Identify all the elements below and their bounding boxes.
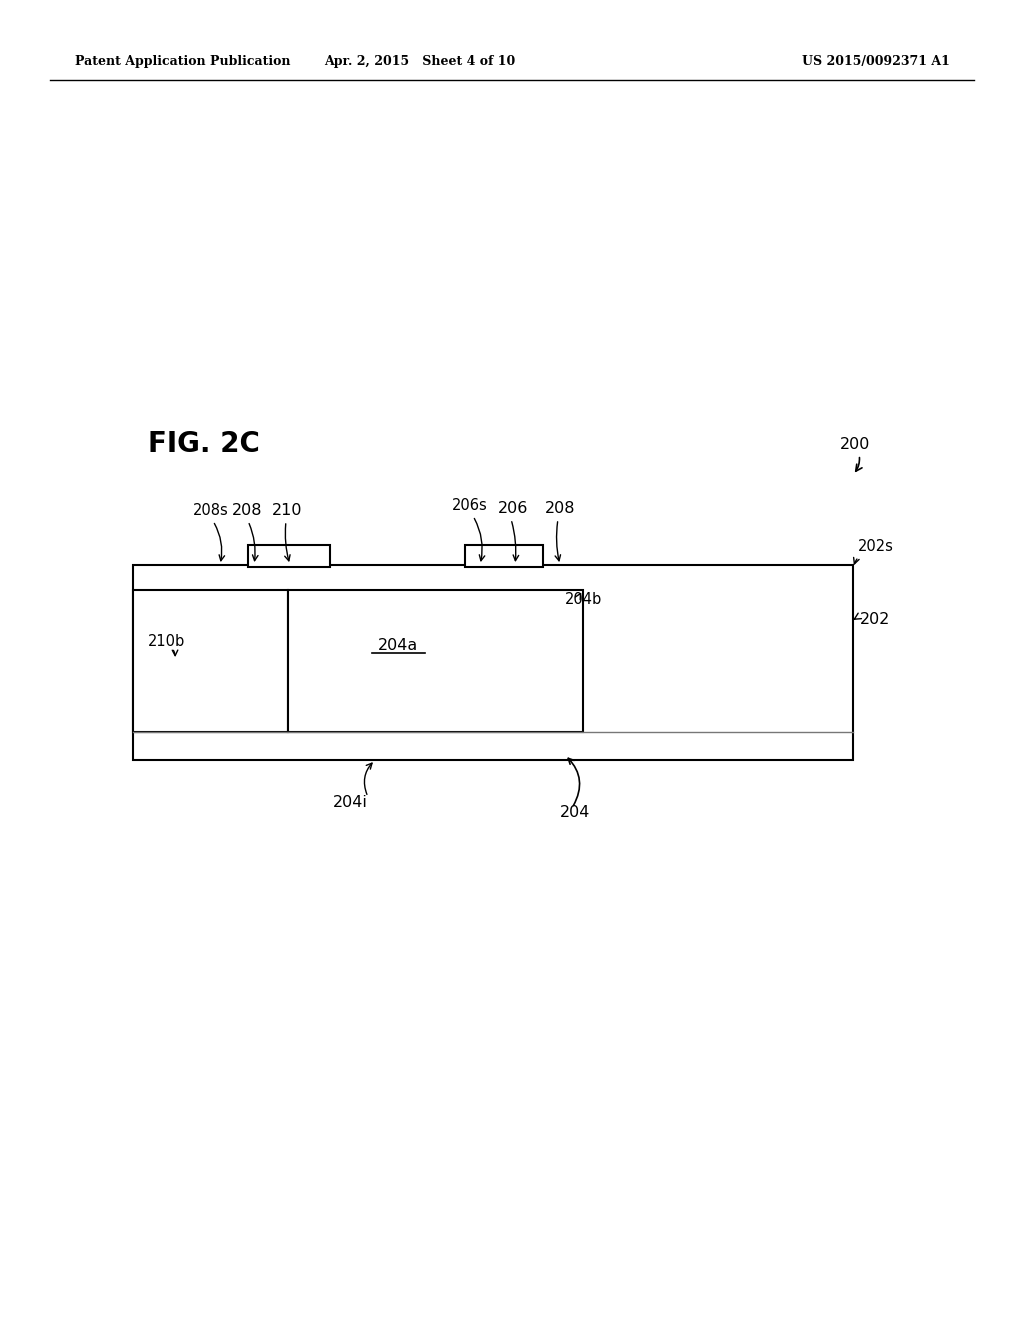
Text: 208: 208 bbox=[232, 503, 262, 517]
Text: 206: 206 bbox=[498, 502, 528, 516]
Bar bbox=[133, 590, 288, 733]
Text: 204b: 204b bbox=[565, 593, 602, 607]
Bar bbox=[465, 545, 543, 568]
Bar bbox=[248, 545, 330, 568]
Text: Apr. 2, 2015   Sheet 4 of 10: Apr. 2, 2015 Sheet 4 of 10 bbox=[325, 55, 516, 69]
Text: 204i: 204i bbox=[333, 795, 368, 810]
Text: 204: 204 bbox=[560, 805, 591, 820]
Text: 206s: 206s bbox=[452, 498, 487, 513]
Text: 208s: 208s bbox=[193, 503, 228, 517]
Text: 202: 202 bbox=[854, 612, 891, 627]
Text: US 2015/0092371 A1: US 2015/0092371 A1 bbox=[802, 55, 950, 69]
Text: 210b: 210b bbox=[148, 635, 185, 649]
Bar bbox=[133, 565, 853, 760]
Text: 208: 208 bbox=[545, 502, 575, 516]
Text: 210: 210 bbox=[272, 503, 302, 517]
Bar bbox=[288, 590, 583, 733]
Text: 200: 200 bbox=[840, 437, 870, 471]
Text: Patent Application Publication: Patent Application Publication bbox=[75, 55, 291, 69]
Text: FIG. 2C: FIG. 2C bbox=[148, 430, 260, 458]
Text: 202s: 202s bbox=[854, 539, 894, 564]
Text: 204a: 204a bbox=[378, 638, 418, 652]
